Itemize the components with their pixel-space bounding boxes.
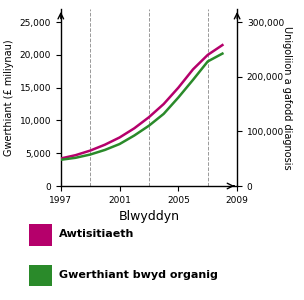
Text: Blwyddyn: Blwyddyn (119, 210, 179, 223)
Text: Awtisitiaeth: Awtisitiaeth (59, 229, 135, 239)
Text: Gwerthiant bwyd organig: Gwerthiant bwyd organig (59, 269, 218, 280)
Y-axis label: Unigoliion a gafodd diagnosis: Unigoliion a gafodd diagnosis (282, 26, 292, 169)
Bar (29, 265, 52, 286)
Y-axis label: Gwerthiant (£ miliynau): Gwerthiant (£ miliynau) (4, 39, 14, 156)
Bar (29, 224, 52, 245)
